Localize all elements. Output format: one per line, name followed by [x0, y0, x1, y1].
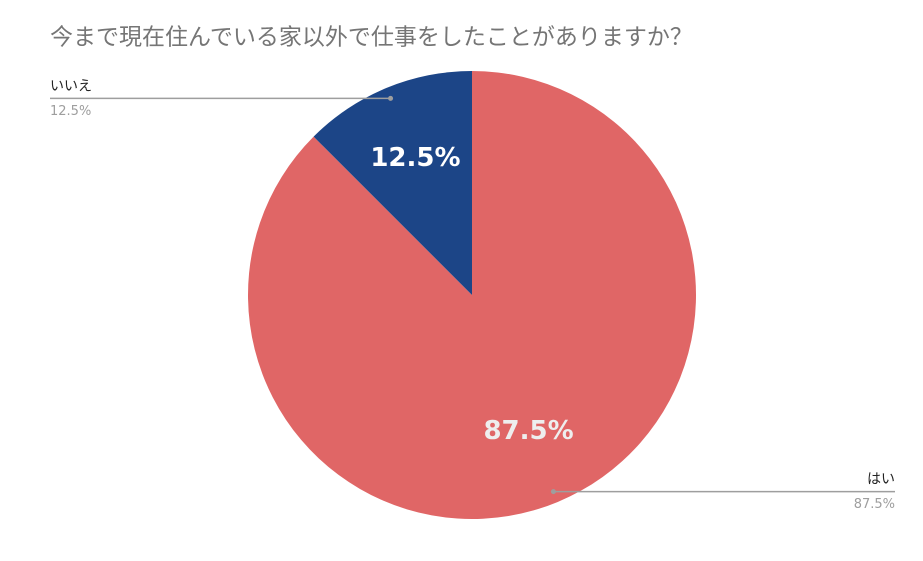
legend-label: はい: [867, 472, 895, 488]
chart-title: 今まで現在住んでいる家以外で仕事をしたことがありますか？: [50, 25, 693, 51]
slice-label: 12.5%: [370, 143, 460, 173]
callout-value: 12.5%: [50, 104, 91, 119]
legend-label: いいえ: [50, 78, 92, 94]
slice-label: 87.5%: [483, 416, 573, 446]
callout-dot: [388, 95, 394, 101]
pie-slice: [313, 71, 472, 295]
callout-dot: [550, 489, 556, 495]
callout-value: 87.5%: [854, 497, 895, 512]
